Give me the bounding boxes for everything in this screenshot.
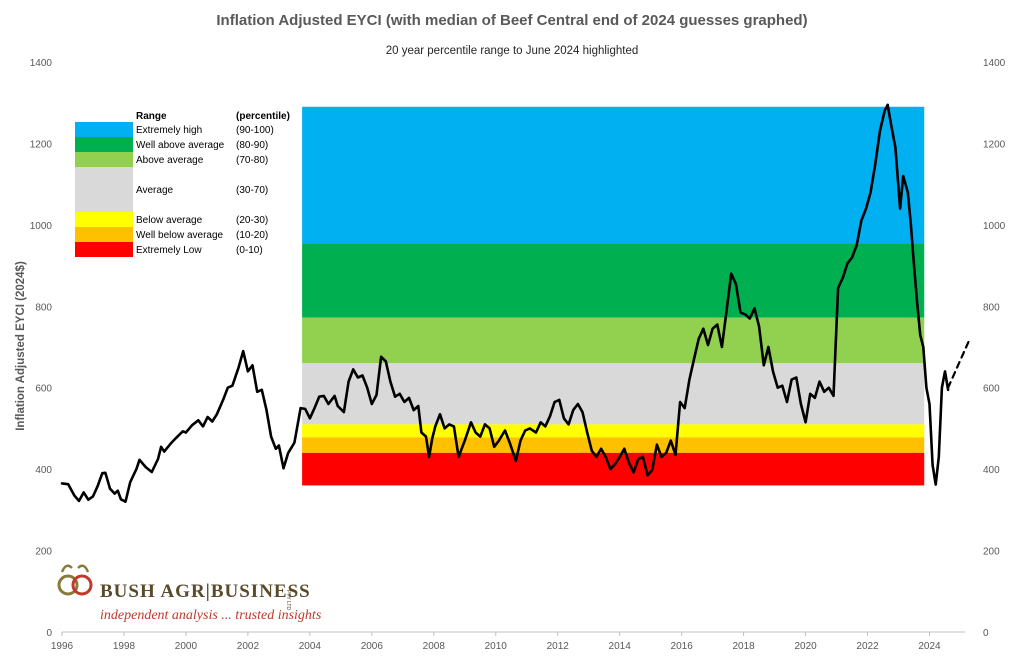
legend-percentile: (80-90) bbox=[236, 140, 268, 151]
band-well-below-average bbox=[302, 437, 925, 453]
y-tick-label-right: 400 bbox=[983, 465, 1000, 476]
legend-label: Above average bbox=[136, 155, 204, 166]
y-tick-label-left: 1000 bbox=[30, 221, 53, 232]
y-tick-label-left: 1400 bbox=[30, 58, 53, 69]
y-tick-label-left: 800 bbox=[35, 302, 52, 313]
percentile-bands bbox=[302, 106, 925, 486]
y-tick-label-left: 600 bbox=[35, 384, 52, 395]
band-well-above-average bbox=[302, 243, 925, 318]
y-tick-label-right: 200 bbox=[983, 547, 1000, 558]
y-tick-label-right: 1400 bbox=[983, 58, 1006, 69]
legend-percentile: (10-20) bbox=[236, 230, 268, 241]
y-tick-label-left: 400 bbox=[35, 465, 52, 476]
legend-header-percentile: (percentile) bbox=[236, 111, 290, 122]
band-extremely-high bbox=[302, 106, 925, 244]
x-tick-label: 2022 bbox=[856, 641, 879, 652]
x-tick-label: 2016 bbox=[671, 641, 694, 652]
legend: Range (percentile) Extremely high (90-100… bbox=[75, 111, 290, 257]
y-tick-label-right: 1200 bbox=[983, 139, 1006, 150]
x-tick-label: 2018 bbox=[732, 641, 755, 652]
legend-label: Well below average bbox=[136, 230, 224, 241]
band-below-average bbox=[302, 424, 925, 438]
band-average bbox=[302, 363, 925, 425]
legend-label: Below average bbox=[136, 215, 203, 226]
legend-swatch bbox=[75, 152, 133, 167]
y-tick-label-left: 1200 bbox=[30, 139, 53, 150]
legend-swatch bbox=[75, 242, 133, 257]
y-tick-label-right: 600 bbox=[983, 384, 1000, 395]
y-tick-label-right: 1000 bbox=[983, 221, 1006, 232]
chart-subtitle: 20 year percentile range to June 2024 hi… bbox=[386, 45, 639, 57]
x-tick-label: 2010 bbox=[485, 641, 508, 652]
x-tick-label: 2002 bbox=[237, 641, 260, 652]
x-tick-label: 2008 bbox=[423, 641, 446, 652]
x-tick-label: 2000 bbox=[175, 641, 198, 652]
legend-swatch bbox=[75, 167, 133, 212]
y-axis-title: Inflation Adjusted EYCI (2024$) bbox=[15, 261, 27, 431]
bush-agribusiness-logo: BUSH AGR|BUSINESS PTY LTD independent an… bbox=[57, 564, 322, 623]
legend-label: Well above average bbox=[136, 140, 225, 151]
legend-header-range: Range bbox=[136, 111, 167, 122]
legend-percentile: (0-10) bbox=[236, 245, 263, 256]
data-series bbox=[60, 103, 971, 503]
legend-swatch bbox=[75, 227, 133, 242]
band-extremely-low bbox=[302, 452, 925, 486]
x-tick-label: 1996 bbox=[51, 641, 74, 652]
legend-percentile: (30-70) bbox=[236, 185, 268, 196]
legend-swatch bbox=[75, 212, 133, 227]
axes: 1996 1998 2000 2002 2004 2006 2008 2010 2012 2014… bbox=[30, 58, 1006, 652]
x-tick-label: 2020 bbox=[794, 641, 817, 652]
x-tick-label: 2012 bbox=[547, 641, 570, 652]
logo-pty-ltd: PTY LTD bbox=[285, 590, 291, 610]
x-tick-label: 2014 bbox=[609, 641, 632, 652]
band-above-average bbox=[302, 317, 925, 364]
y-tick-label-right: 0 bbox=[983, 628, 989, 639]
legend-swatch bbox=[75, 137, 133, 152]
legend-label: Extremely Low bbox=[136, 245, 202, 256]
eyci-series-line bbox=[60, 103, 950, 503]
legend-swatch bbox=[75, 122, 133, 137]
legend-percentile: (90-100) bbox=[236, 125, 274, 136]
forecast-series-line bbox=[947, 337, 971, 389]
y-tick-label-right: 800 bbox=[983, 302, 1000, 313]
x-tick-label: 2024 bbox=[918, 641, 941, 652]
legend-percentile: (20-30) bbox=[236, 215, 268, 226]
ox-head-icon bbox=[57, 564, 93, 596]
y-tick-label-left: 200 bbox=[35, 547, 52, 558]
x-tick-label: 2006 bbox=[361, 641, 384, 652]
logo-tagline: independent analysis ... trusted insight… bbox=[100, 608, 322, 623]
x-tick-label: 2004 bbox=[299, 641, 322, 652]
y-tick-label-left: 0 bbox=[46, 628, 52, 639]
logo-wordmark: BUSH AGR|BUSINESS bbox=[100, 581, 311, 602]
chart-title: Inflation Adjusted EYCI (with median of … bbox=[216, 12, 807, 29]
legend-label: Average bbox=[136, 185, 174, 196]
x-tick-label: 1998 bbox=[113, 641, 136, 652]
legend-label: Extremely high bbox=[136, 125, 202, 136]
legend-percentile: (70-80) bbox=[236, 155, 268, 166]
